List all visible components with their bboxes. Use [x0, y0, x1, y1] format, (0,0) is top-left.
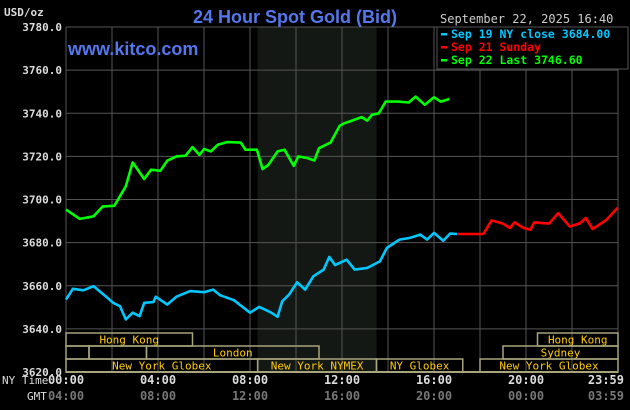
x-tick-label: 08:00 [232, 373, 268, 387]
x-tick-label: 00:00 [508, 389, 544, 403]
x-tick-label: 16:00 [324, 389, 360, 403]
legend-swatch [441, 59, 447, 62]
series-line-2 [65, 95, 450, 221]
session-label: London [213, 347, 253, 360]
x-axis-row-label: GMT [27, 390, 47, 403]
x-tick-label: 04:00 [140, 373, 176, 387]
x-tick-label: 12:00 [232, 389, 268, 403]
y-tick-label: 3700.0 [22, 194, 62, 207]
series-line-1 [457, 207, 619, 236]
x-tick-label: 04:00 [48, 389, 84, 403]
legend-swatch [441, 33, 447, 36]
y-tick-label: 3660.0 [22, 280, 62, 293]
session-label: Sydney [541, 347, 581, 360]
series-line-0 [64, 231, 458, 321]
session-box [88, 345, 148, 360]
y-tick-label: 3780.0 [22, 21, 62, 34]
legend-entry: Sep 19 NY close 3684.00 [451, 27, 610, 41]
legend-swatch [441, 46, 447, 49]
session-label: New York NYMEX [271, 360, 364, 373]
legend-entry: Sep 22 Last 3746.60 [451, 53, 583, 67]
y-tick-label: 3640.0 [22, 323, 62, 336]
x-tick-label: 20:00 [508, 373, 544, 387]
x-tick-label: 20:00 [416, 389, 452, 403]
x-tick-label: 03:59 [588, 389, 624, 403]
x-tick-label: 12:00 [324, 373, 360, 387]
session-label: New York Globex [112, 360, 212, 373]
timestamp: September 22, 2025 16:40 [440, 12, 613, 26]
session-label: Hong Kong [99, 334, 159, 347]
y-tick-label: 3760.0 [22, 64, 62, 77]
y-tick-label: 3680.0 [22, 237, 62, 250]
y-tick-label: 3720.0 [22, 150, 62, 163]
legend-entry: Sep 21 Sunday [451, 40, 541, 54]
y-tick-label: 3620.0 [22, 366, 62, 379]
y-tick-label: 3740.0 [22, 107, 62, 120]
x-tick-label: 08:00 [140, 389, 176, 403]
x-axis-row-label: NY Time [2, 374, 48, 387]
y-axis-unit: USD/oz [4, 6, 44, 19]
x-tick-label: 00:00 [48, 373, 84, 387]
session-label: Hong Kong [548, 334, 608, 347]
x-tick-label: 16:00 [416, 373, 452, 387]
session-label: NY Globex [390, 360, 450, 373]
session-box [65, 345, 90, 360]
watermark-url: www.kitco.com [67, 39, 198, 59]
chart-title: 24 Hour Spot Gold (Bid) [193, 7, 397, 27]
legend-box [436, 26, 629, 70]
session-label: New York Globex [499, 360, 599, 373]
x-tick-label: 23:59 [588, 373, 624, 387]
